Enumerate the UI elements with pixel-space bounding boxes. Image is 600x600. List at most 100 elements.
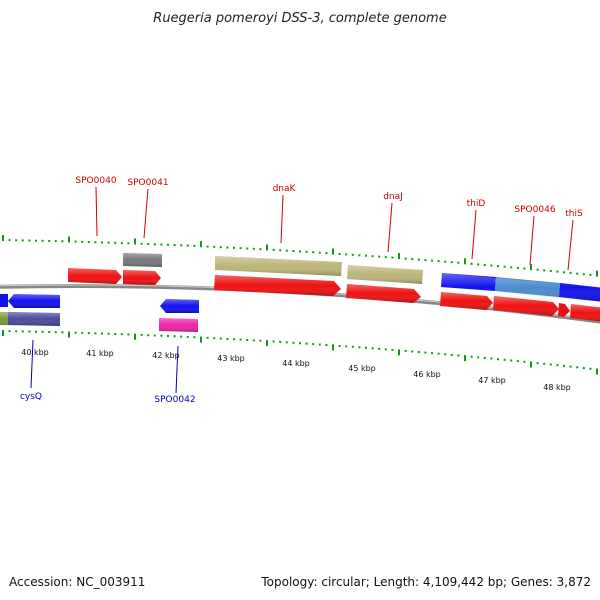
minor-tick xyxy=(259,248,262,251)
minor-tick xyxy=(48,331,51,333)
major-tick xyxy=(464,355,466,362)
minor-tick xyxy=(510,359,513,362)
minor-tick xyxy=(378,255,381,258)
label-thiD[interactable]: thiD xyxy=(467,199,486,209)
minor-tick xyxy=(81,240,84,243)
gene-thiS[interactable] xyxy=(558,303,570,317)
minor-tick xyxy=(365,346,367,349)
minor-tick xyxy=(140,333,143,336)
minor-tick xyxy=(365,254,367,257)
tick-label: 44 kbp xyxy=(282,359,310,368)
minor-tick xyxy=(28,330,31,333)
minor-tick xyxy=(246,247,249,250)
minor-tick xyxy=(226,246,229,249)
minor-tick xyxy=(424,259,427,262)
major-tick xyxy=(596,368,598,375)
minor-tick xyxy=(101,241,103,244)
label-SPO0042[interactable]: SPO0042 xyxy=(154,395,195,405)
label-SPO0041[interactable]: SPO0041 xyxy=(127,178,168,188)
minor-tick xyxy=(239,338,242,341)
minor-tick xyxy=(582,273,585,276)
minor-tick xyxy=(431,259,433,262)
minor-tick xyxy=(259,339,262,342)
minor-tick xyxy=(490,264,493,267)
minor-tick xyxy=(523,267,526,270)
minor-tick xyxy=(477,263,480,266)
minor-tick xyxy=(510,266,513,269)
genome-summary: Topology: circular; Length: 4,109,442 bp… xyxy=(261,575,591,589)
minor-tick xyxy=(285,249,288,252)
minor-tick xyxy=(318,343,321,346)
minor-tick xyxy=(470,355,473,358)
forward-genes xyxy=(68,268,600,322)
minor-tick xyxy=(549,270,552,272)
outer-dot-ring xyxy=(2,235,598,277)
minor-tick xyxy=(114,333,117,335)
major-tick xyxy=(398,253,400,260)
label-SPO0046[interactable]: SPO0046 xyxy=(514,205,555,215)
minor-tick xyxy=(35,330,37,333)
minor-tick xyxy=(563,271,565,274)
minor-tick xyxy=(497,358,499,361)
minor-tick xyxy=(351,253,354,256)
minor-tick xyxy=(41,239,44,242)
minor-tick xyxy=(589,273,592,276)
minor-tick xyxy=(167,335,169,337)
minor-tick xyxy=(107,241,110,244)
major-tick xyxy=(200,241,202,248)
minor-tick xyxy=(384,256,387,259)
minor-tick xyxy=(477,356,480,359)
minor-tick xyxy=(147,334,150,337)
minor-tick xyxy=(325,252,328,255)
label-cysQ[interactable]: cysQ xyxy=(20,392,42,402)
label-dnaK[interactable]: dnaK xyxy=(273,184,297,194)
minor-tick xyxy=(292,341,295,344)
minor-tick xyxy=(345,345,348,348)
map-title: Ruegeria pomeroyi DSS-3, complete genome xyxy=(153,11,446,26)
minor-tick xyxy=(81,331,84,334)
label-dnaJ[interactable]: dnaJ xyxy=(383,192,403,202)
label-SPO0040[interactable]: SPO0040 xyxy=(75,176,116,186)
minor-tick xyxy=(299,342,301,345)
minor-tick xyxy=(417,351,420,353)
label-thiS[interactable]: thiS xyxy=(565,209,583,219)
minor-tick xyxy=(470,262,473,265)
major-tick xyxy=(530,264,532,271)
minor-tick xyxy=(497,265,499,268)
minor-tick xyxy=(483,356,486,359)
cds-feature xyxy=(347,265,423,284)
gene-partial-left[interactable] xyxy=(0,294,8,307)
major-tick xyxy=(200,336,202,343)
minor-tick xyxy=(576,366,579,369)
minor-tick xyxy=(272,248,275,251)
minor-tick xyxy=(61,331,64,334)
minor-tick xyxy=(87,241,90,243)
minor-tick xyxy=(153,243,156,246)
minor-tick xyxy=(61,240,64,243)
minor-tick xyxy=(457,261,460,264)
minor-tick xyxy=(8,239,11,242)
blue-features-right xyxy=(441,273,600,302)
major-tick xyxy=(266,340,268,347)
minor-tick xyxy=(292,250,295,252)
minor-tick xyxy=(371,255,374,258)
minor-tick xyxy=(94,241,97,244)
minor-tick xyxy=(120,333,123,336)
minor-tick xyxy=(305,342,308,345)
minor-tick xyxy=(239,247,242,250)
minor-tick xyxy=(312,251,315,254)
minor-tick xyxy=(279,249,282,252)
minor-tick xyxy=(299,250,301,253)
major-tick xyxy=(464,258,466,265)
minor-tick xyxy=(233,338,235,341)
minor-tick xyxy=(127,333,130,336)
minor-tick xyxy=(279,340,282,343)
minor-tick xyxy=(503,358,506,361)
minor-tick xyxy=(450,353,453,356)
major-tick xyxy=(2,235,4,241)
minor-tick xyxy=(536,268,539,271)
major-tick xyxy=(596,270,598,277)
cds-row xyxy=(123,253,423,284)
minor-tick xyxy=(8,330,11,333)
minor-tick xyxy=(411,350,414,353)
